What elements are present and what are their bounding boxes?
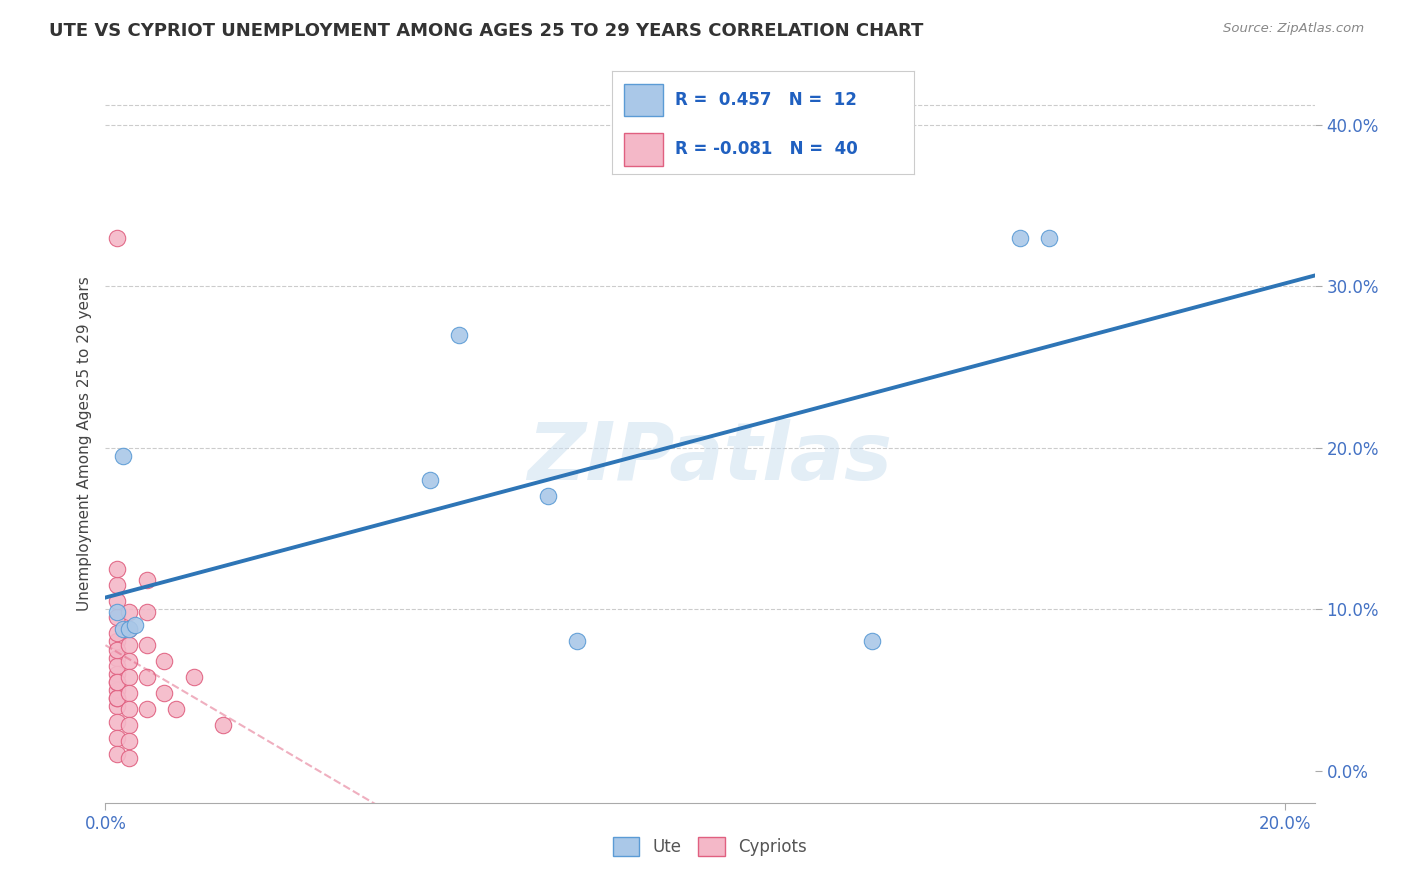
Point (112, 449, 135, 463)
Point (105, 715, 128, 730)
Point (105, 610, 128, 624)
Text: ZIPatlas: ZIPatlas (527, 419, 893, 497)
FancyBboxPatch shape (624, 84, 664, 117)
Point (1038, 231, 1060, 245)
Point (105, 606, 128, 620)
Point (105, 626, 128, 640)
Text: R =  0.457   N =  12: R = 0.457 N = 12 (675, 91, 858, 109)
Point (118, 622, 141, 636)
Point (105, 231, 128, 245)
Point (105, 666, 128, 681)
Point (118, 638, 141, 652)
Point (1008, 231, 1031, 245)
Point (537, 489, 560, 503)
Point (105, 578, 128, 592)
Point (105, 594, 128, 608)
Point (135, 638, 157, 652)
Point (118, 750, 141, 764)
Point (118, 734, 141, 748)
Point (105, 690, 128, 705)
Point (212, 718, 235, 732)
Point (135, 702, 157, 716)
Point (118, 606, 141, 620)
Text: UTE VS CYPRIOT UNEMPLOYMENT AMONG AGES 25 TO 29 YEARS CORRELATION CHART: UTE VS CYPRIOT UNEMPLOYMENT AMONG AGES 2… (49, 22, 924, 40)
Point (183, 670, 205, 684)
Point (105, 562, 128, 576)
Point (860, 634, 883, 648)
Point (135, 573, 157, 587)
Point (567, 634, 589, 648)
Point (105, 747, 128, 762)
FancyBboxPatch shape (624, 133, 664, 166)
Point (118, 686, 141, 700)
Point (118, 622, 141, 636)
Point (165, 702, 187, 716)
Text: R = -0.081   N =  40: R = -0.081 N = 40 (675, 140, 858, 158)
Point (105, 698, 128, 713)
Point (105, 658, 128, 673)
Y-axis label: Unemployment Among Ages 25 to 29 years: Unemployment Among Ages 25 to 29 years (76, 277, 91, 611)
Point (135, 670, 157, 684)
Point (118, 702, 141, 716)
Point (118, 670, 141, 684)
Point (135, 606, 157, 620)
Point (153, 654, 176, 668)
Point (449, 327, 471, 342)
Point (105, 682, 128, 697)
Text: Source: ZipAtlas.com: Source: ZipAtlas.com (1223, 22, 1364, 36)
Point (105, 650, 128, 665)
Point (124, 618, 146, 632)
Point (153, 686, 176, 700)
Point (105, 674, 128, 689)
Point (105, 642, 128, 657)
Point (112, 622, 135, 636)
Point (105, 731, 128, 746)
Point (105, 674, 128, 689)
Point (118, 718, 141, 732)
Point (419, 473, 441, 487)
Point (105, 634, 128, 648)
Point (118, 654, 141, 668)
Legend: Ute, Cypriots: Ute, Cypriots (606, 830, 814, 863)
Point (105, 690, 128, 705)
